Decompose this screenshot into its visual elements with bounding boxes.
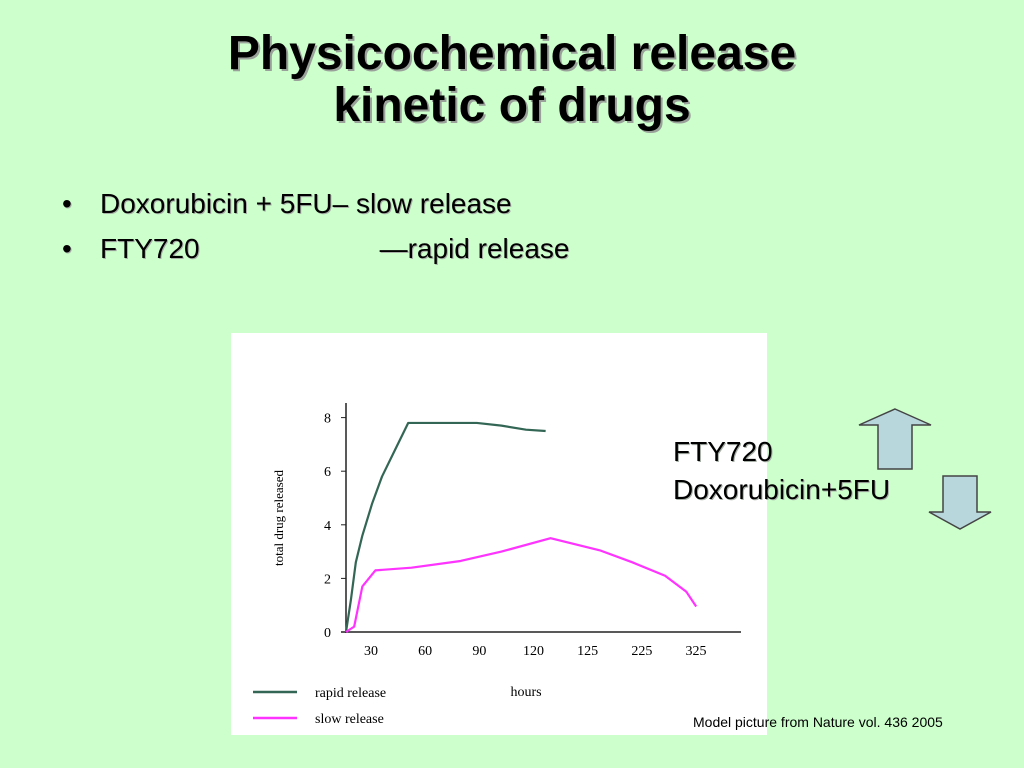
bullet-text-1: Doxorubicin + 5FU– slow release <box>100 188 512 219</box>
down-arrow-icon <box>928 475 992 530</box>
bullet-text-2-right: —rapid release <box>379 233 570 264</box>
x-tick-label: 225 <box>631 644 652 659</box>
y-tick-label: 6 <box>324 465 331 480</box>
doxorubicin-label: Doxorubicin+5FU <box>673 474 891 505</box>
series-line-1 <box>345 537 698 633</box>
fty720-label: FTY720 <box>673 436 773 467</box>
chart-panel: total drug released hours 0 2 4 6 8 30 60 90 12… <box>231 333 767 735</box>
y-tick-label: 8 <box>324 412 331 427</box>
y-tick-label: 0 <box>324 626 331 641</box>
legend-label-rapid: rapid release <box>315 686 386 701</box>
y-tick-label: 2 <box>324 572 331 587</box>
x-tick-label: 120 <box>523 644 544 659</box>
legend-label-slow: slow release <box>315 712 384 727</box>
x-tick-label: 325 <box>686 644 707 659</box>
bullet-dot: • <box>62 188 72 219</box>
y-axis-label: total drug released <box>271 469 286 566</box>
x-tick-label: 125 <box>577 644 598 659</box>
x-tick-label: 60 <box>418 644 432 659</box>
y-tick-label: 4 <box>324 519 331 534</box>
slide-title: Physicochemical release kinetic of drugs <box>0 28 1024 132</box>
bullet-dot: • <box>62 233 72 264</box>
release-chart: total drug released hours 0 2 4 6 8 30 60 90 12… <box>253 403 741 727</box>
footnote: Model picture from Nature vol. 436 2005 <box>693 714 943 730</box>
bullet-item-1: • Doxorubicin + 5FU– slow release <box>58 188 569 233</box>
bullet-text-2: FTY720 <box>100 233 200 264</box>
title-line-2: kinetic of drugs <box>333 79 691 132</box>
bullet-item-2: • FTY720 —rapid release <box>58 233 569 278</box>
x-tick-label: 90 <box>472 644 486 659</box>
series-line-0 <box>344 421 546 633</box>
bullet-list: • Doxorubicin + 5FU– slow release • FTY7… <box>58 188 569 278</box>
up-arrow-icon <box>858 408 932 470</box>
title-line-1: Physicochemical release <box>227 27 797 80</box>
x-axis-label: hours <box>510 685 541 700</box>
x-tick-label: 30 <box>364 644 378 659</box>
